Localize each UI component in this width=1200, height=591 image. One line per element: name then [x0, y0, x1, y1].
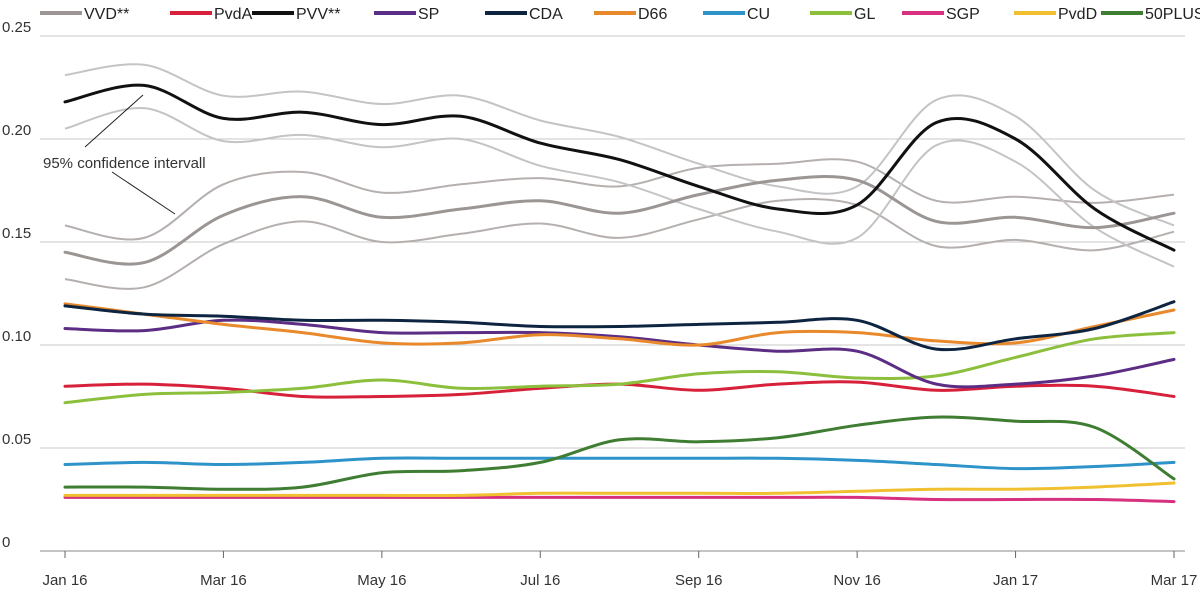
- x-axis: Jan 16 Mar 16 May 16 Jul 16 Sep 16 Nov 16 Jan …: [42, 551, 1197, 589]
- ci-line-pvv-lower: [64, 107, 1175, 268]
- x-tick-label: Jan 17: [993, 572, 1038, 589]
- annotation-leader-upper: [84, 94, 144, 148]
- legend-label-cu: CU: [747, 6, 770, 23]
- series-line-pvv: [63, 83, 1176, 252]
- legend-label-50plus: 50PLUS: [1145, 6, 1200, 23]
- y-tick-label: 0.15: [2, 225, 31, 242]
- legend-label-pvv: PVV**: [296, 6, 340, 23]
- x-tick-label: May 16: [357, 572, 406, 589]
- confidence-bands: [64, 63, 1175, 290]
- legend-label-cda: CDA: [529, 6, 563, 23]
- ci-line-pvv-upper: [64, 63, 1175, 227]
- ci-line-vvd-lower: [64, 198, 1175, 290]
- y-tick-label: 0.25: [2, 19, 31, 36]
- legend-label-sgp: SGP: [946, 6, 980, 23]
- legend-label-d66: D66: [638, 6, 667, 23]
- y-tick-label: 0: [2, 534, 10, 551]
- series-line-cu: [63, 456, 1176, 471]
- series-line-pvdd: [63, 481, 1176, 498]
- series-line-gl: [63, 331, 1176, 405]
- series-line-sp: [63, 318, 1176, 389]
- confidence-annotation: 95% confidence intervall: [43, 94, 206, 215]
- x-tick-label: Jul 16: [520, 572, 560, 589]
- series-line-vvd: [63, 175, 1176, 266]
- x-tick-label: Jan 16: [42, 572, 87, 589]
- legend-label-vvd: VVD**: [84, 6, 129, 23]
- ci-line-vvd-upper: [64, 158, 1175, 241]
- x-tick-label: Nov 16: [833, 572, 881, 589]
- series-line-sgp: [63, 495, 1176, 504]
- legend-label-pvdd: PvdD: [1058, 6, 1097, 23]
- series-line-cda: [63, 300, 1176, 352]
- x-tick-label: Sep 16: [675, 572, 723, 589]
- legend: VVD** PvdA PVV** SP CDA D66 CU GL SGP PvdD 50PLUS: [40, 6, 1200, 23]
- y-tick-label: 0.05: [2, 431, 31, 448]
- series-lines: [63, 83, 1176, 504]
- series-line-d66: [63, 302, 1176, 347]
- x-tick-label: Mar 16: [200, 572, 247, 589]
- y-axis: 0 0.05 0.10 0.15 0.20 0.25: [2, 19, 31, 551]
- series-line-50plus: [63, 415, 1176, 491]
- y-tick-label: 0.20: [2, 122, 31, 139]
- annotation-leader-lower: [111, 171, 176, 215]
- x-tick-label: Mar 17: [1151, 572, 1198, 589]
- legend-label-pvda: PvdA: [214, 6, 253, 23]
- legend-label-gl: GL: [854, 6, 875, 23]
- legend-label-sp: SP: [418, 6, 439, 23]
- y-tick-label: 0.10: [2, 328, 31, 345]
- gridlines: [40, 35, 1185, 552]
- annotation-text: 95% confidence intervall: [43, 155, 206, 172]
